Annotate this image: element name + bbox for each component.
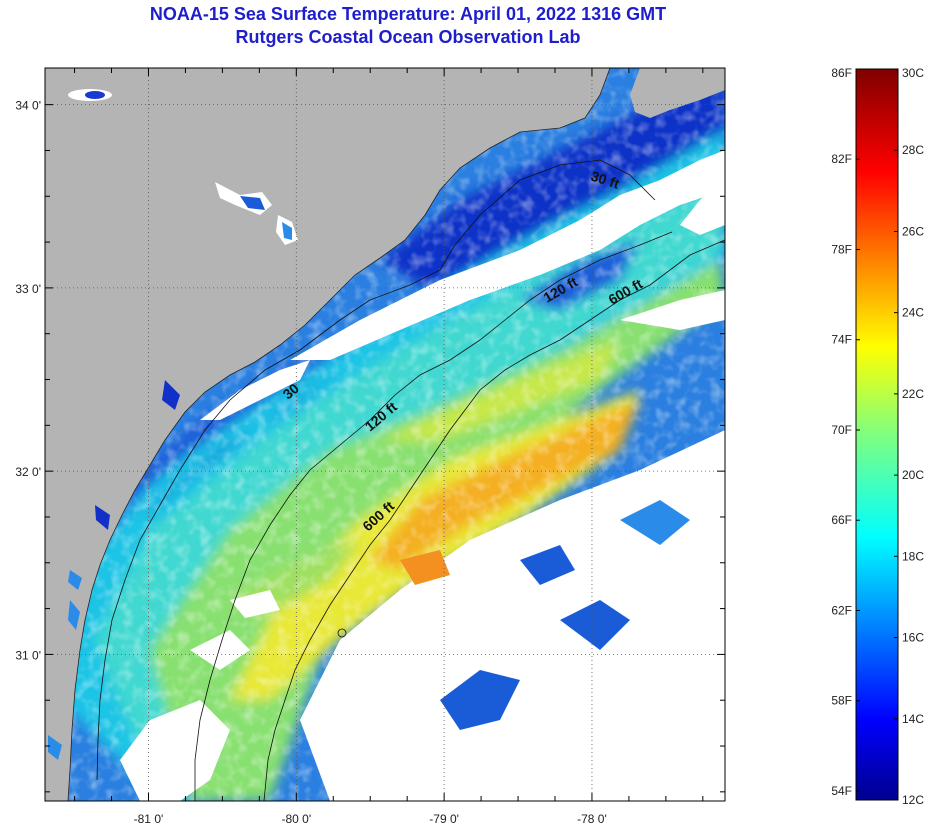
isobath-30ft xyxy=(96,159,656,781)
axis-ticks xyxy=(45,68,725,801)
sst-patches xyxy=(400,500,690,730)
x-tick-label: -79 0' xyxy=(429,812,459,826)
coastline xyxy=(67,68,611,801)
y-tick-label: 31 0' xyxy=(15,648,41,662)
land-mass xyxy=(45,68,610,801)
axis-labels: -81 0' -80 0' -79 0' -78 0' 34 0' 33 0' 32 0' 3… xyxy=(15,99,606,826)
inland-water xyxy=(48,89,298,760)
map-frame xyxy=(44,67,726,802)
x-tick-label: -80 0' xyxy=(281,812,311,826)
y-tick-label: 33 0' xyxy=(15,282,41,296)
x-tick-label: -78 0' xyxy=(577,812,607,826)
graticule xyxy=(45,68,725,801)
y-tick-label: 34 0' xyxy=(15,99,41,113)
map-subtitle: Rutgers Coastal Ocean Observation Lab xyxy=(235,27,581,47)
isobath-600ft xyxy=(263,239,725,801)
station-marker xyxy=(337,628,347,638)
map-plot-area xyxy=(45,68,725,801)
y-tick-label: 32 0' xyxy=(15,465,41,479)
land-mass-nc xyxy=(630,68,725,118)
x-tick-label: -81 0' xyxy=(134,812,164,826)
land-mass-outer xyxy=(680,175,725,235)
map-title: NOAA-15 Sea Surface Temperature: April 0… xyxy=(149,4,667,24)
isobath-120ft xyxy=(194,231,673,801)
